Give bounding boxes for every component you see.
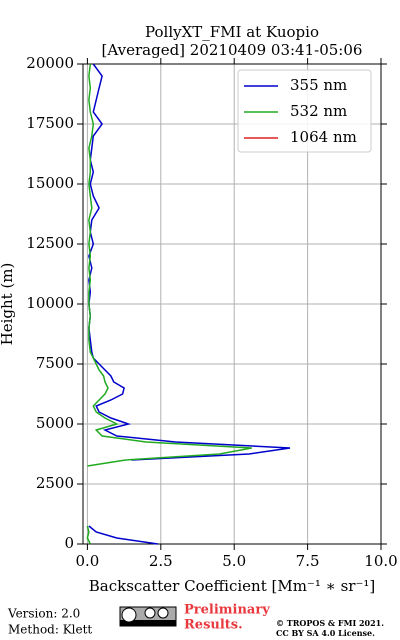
chart-subtitle: [Averaged] 20210409 03:41-05:06 <box>102 41 363 59</box>
y-tick-label: 17500 <box>26 114 74 132</box>
y-tick-label: 10000 <box>26 294 74 312</box>
legend-label: 1064 nm <box>290 128 357 146</box>
license: © TROPOS & FMI 2021. <box>276 618 384 628</box>
legend-box <box>237 69 372 153</box>
x-tick-label: 0.0 <box>75 552 99 570</box>
method: Method: Klett <box>8 623 92 637</box>
x-tick-label: 2.5 <box>149 552 173 570</box>
legend-label: 532 nm <box>290 102 347 120</box>
y-tick-label: 20000 <box>26 54 74 72</box>
notice: Results. <box>184 618 243 633</box>
license: CC BY SA 4.0 License. <box>276 628 375 638</box>
legend-label: 355 nm <box>290 76 347 94</box>
x-tick-label: 7.5 <box>296 552 320 570</box>
chart-title: PollyXT_FMI at Kuopio <box>145 23 319 41</box>
y-tick-label: 0 <box>64 534 74 552</box>
x-tick-label: 5.0 <box>222 552 246 570</box>
y-tick-label: 7500 <box>36 354 74 372</box>
y-tick-label: 2500 <box>36 474 74 492</box>
x-axis-label: Backscatter Coefficient [Mm⁻¹ ∗ sr⁻¹] <box>89 577 376 595</box>
notice: Preliminary <box>184 603 270 618</box>
plot-frame <box>82 63 382 545</box>
version: Version: 2.0 <box>7 607 80 621</box>
line <box>86 63 252 545</box>
y-tick-label: 12500 <box>26 234 74 252</box>
cc-badge <box>119 606 177 627</box>
y-tick-label: 5000 <box>36 414 74 432</box>
x-tick-label: 10.0 <box>364 552 397 570</box>
y-tick-label: 15000 <box>26 174 74 192</box>
y-axis-label: Height (m) <box>0 263 16 346</box>
